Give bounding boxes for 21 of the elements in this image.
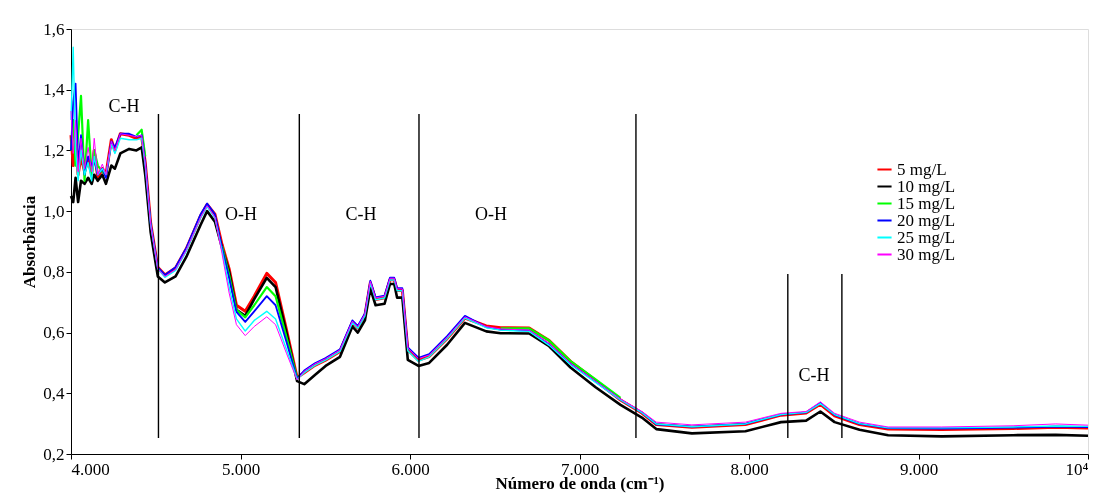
annotation: C-H (345, 204, 377, 224)
y-tick-label: 1,4 (43, 80, 65, 100)
annotation: C-H (108, 96, 140, 116)
annotation: C-H (798, 365, 830, 385)
y-tick-label: 1,6 (43, 19, 65, 39)
annotation: O-H (225, 204, 257, 224)
x-tick-label: 6.000 (391, 459, 430, 479)
x-tick-label: 5.000 (221, 459, 261, 479)
y-tick-label: 1,2 (43, 140, 65, 160)
x-tick-label: 4.000 (71, 459, 110, 479)
y-tick-label: 0,6 (43, 323, 65, 343)
y-tick-label: 0,4 (43, 383, 65, 403)
y-axis-title: Absorbância (20, 195, 40, 289)
x-tick-label: 8.000 (730, 459, 769, 479)
y-tick-label: 0,8 (43, 262, 65, 282)
legend-label: 5 mg/L (897, 159, 947, 179)
x-tick-label: 10⁴ (1065, 459, 1089, 479)
y-tick-label: 1,0 (43, 201, 65, 221)
y-tick-label: 0,2 (43, 444, 65, 464)
annotation: O-H (475, 204, 507, 224)
x-tick-label: 9.000 (899, 459, 939, 479)
